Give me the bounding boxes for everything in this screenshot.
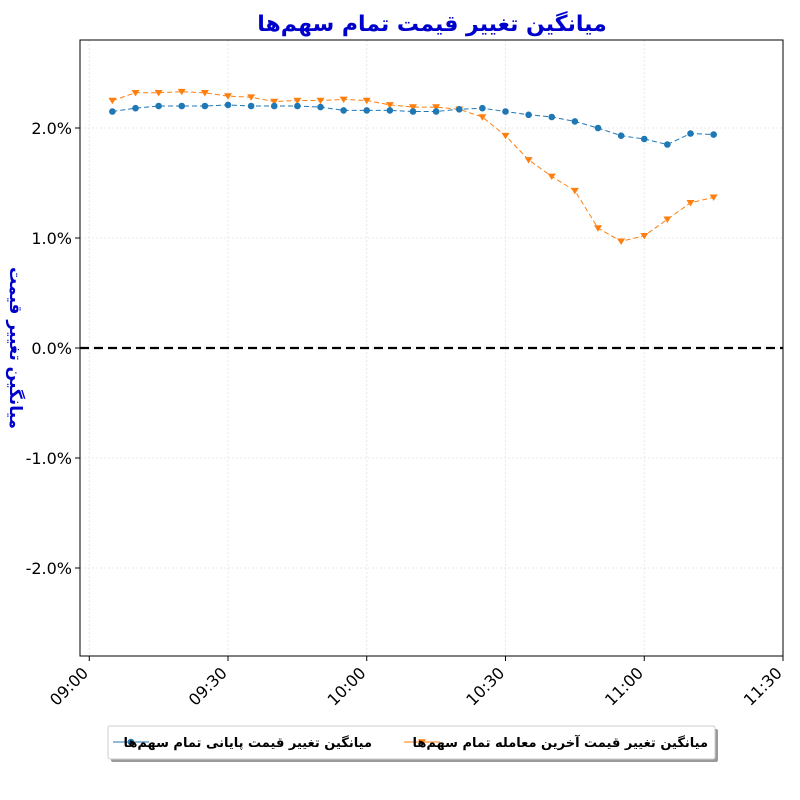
data-point (594, 124, 602, 132)
x-tick-label: 10:30 (462, 663, 508, 709)
x-tick-label: 09:30 (185, 663, 231, 709)
data-point (547, 173, 556, 180)
data-point (571, 118, 579, 125)
data-point (362, 97, 371, 105)
data-point (294, 102, 301, 110)
y-axis-ticks: -2.0% -1.0% 0.0% 1.0% 2.0% (26, 119, 80, 578)
data-point (617, 132, 625, 139)
legend-marker (418, 739, 426, 746)
data-point (363, 107, 371, 114)
legend-label: میانگین تغییر قیمت آخرین معامله تمام سهم… (412, 734, 708, 751)
data-point (200, 90, 209, 97)
data-point (108, 97, 117, 105)
data-point (155, 102, 162, 110)
data-point (386, 107, 394, 114)
data-point (132, 104, 139, 112)
data-point (178, 102, 186, 110)
y-tick-label: -1.0% (26, 449, 72, 468)
data-point (109, 108, 116, 115)
series-layer (108, 88, 718, 245)
data-point (247, 94, 256, 101)
data-point (409, 108, 417, 115)
y-tick-label: 1.0% (31, 229, 72, 248)
data-point (548, 113, 556, 121)
data-point (293, 97, 302, 105)
data-point (316, 97, 325, 105)
data-point (502, 108, 509, 115)
x-tick-label: 11:00 (601, 663, 647, 709)
y-tick-label: 0.0% (31, 339, 72, 358)
y-tick-label: 2.0% (31, 119, 72, 138)
data-point (687, 130, 694, 137)
series-line (112, 91, 714, 242)
data-point (594, 225, 602, 232)
chart-title: میانگین تغییر قیمت تمام سهم‌ها (257, 10, 606, 37)
data-point (710, 131, 717, 138)
data-point (131, 90, 140, 97)
data-point (617, 238, 626, 245)
legend: میانگین تغییر قیمت آخرین معامله تمام سهم… (107, 725, 718, 762)
data-point (201, 102, 209, 110)
x-tick-label: 10:00 (324, 663, 370, 709)
data-point (570, 187, 579, 195)
data-point (664, 141, 671, 148)
legend-marker (127, 738, 135, 746)
data-point (340, 107, 347, 114)
series-1 (108, 88, 718, 245)
data-point (709, 194, 718, 201)
data-point (154, 90, 163, 97)
data-point (409, 104, 417, 111)
data-point (686, 200, 695, 207)
data-point (385, 102, 394, 109)
data-point (432, 104, 441, 111)
series-line (112, 104, 714, 146)
x-tick-label: 11:30 (740, 663, 786, 709)
data-point (224, 93, 232, 100)
data-point (224, 101, 232, 109)
data-point (525, 111, 532, 119)
data-point (640, 135, 648, 143)
data-point (455, 106, 463, 113)
data-point (177, 88, 186, 96)
data-point (524, 157, 533, 164)
data-point (640, 233, 649, 240)
data-point (501, 132, 510, 140)
data-point (270, 98, 279, 106)
data-point (663, 216, 672, 223)
data-point (339, 96, 348, 103)
data-point (247, 102, 255, 110)
data-point (432, 108, 440, 115)
x-tick-label: 09:00 (46, 663, 92, 709)
y-axis-label: میانگین تغییر قیمت (5, 267, 26, 429)
data-point (478, 114, 487, 121)
data-point (270, 102, 278, 110)
y-tick-label: -2.0% (26, 559, 72, 578)
series-2 (109, 101, 717, 148)
data-point (479, 104, 486, 112)
data-point (317, 103, 324, 111)
x-axis-ticks: 09:00 09:30 10:00 10:30 11:00 11:30 (46, 656, 786, 709)
legend-label: میانگین تغییر قیمت پایانی تمام سهم‌ها (123, 735, 372, 751)
